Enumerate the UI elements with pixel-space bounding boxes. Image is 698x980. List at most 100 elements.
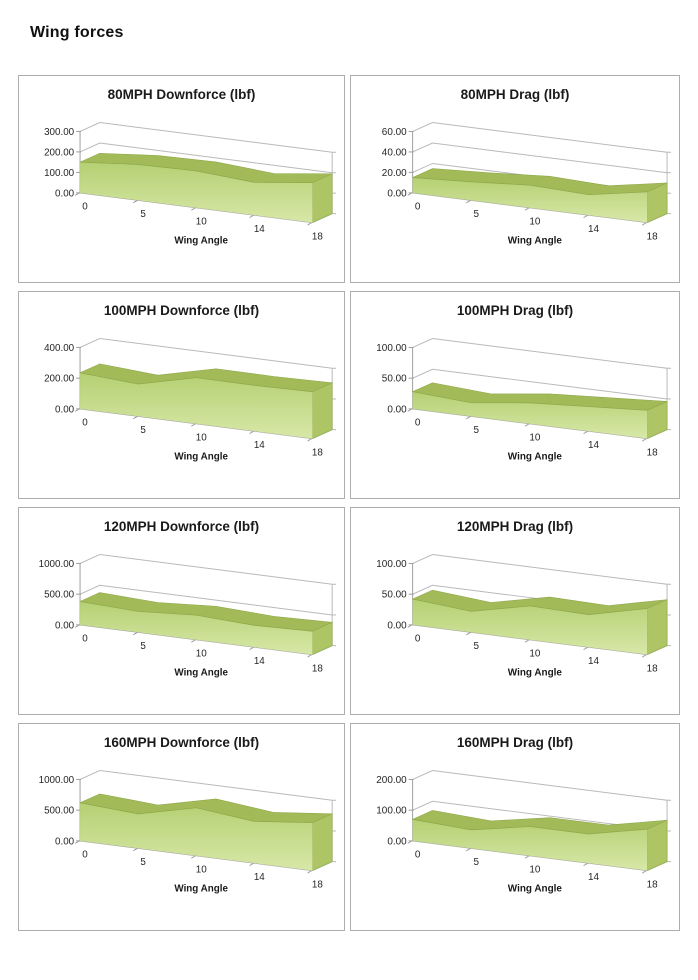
area-chart-canvas: 0.00 50.00 100.00 0 5 10 14 18 Wing Angle [376, 338, 672, 462]
svg-text:10: 10 [196, 865, 207, 876]
svg-text:5: 5 [140, 857, 146, 868]
svg-text:18: 18 [312, 447, 323, 458]
svg-text:1000.00: 1000.00 [39, 559, 75, 570]
area-chart-canvas: 0.00 100.00 200.00 300.00 0 5 10 14 18 Wing Angle [44, 122, 337, 246]
svg-text:5: 5 [473, 209, 479, 220]
chart-100mph-drag: 100MPH Drag (lbf) 0.00 50.00 100.00 0 5 10 14 1… [350, 291, 680, 499]
svg-text:300.00: 300.00 [44, 127, 75, 138]
svg-text:500.00: 500.00 [44, 806, 75, 817]
svg-text:5: 5 [473, 641, 479, 652]
svg-text:0: 0 [82, 202, 88, 213]
svg-text:50.00: 50.00 [382, 374, 407, 385]
svg-text:Wing Angle: Wing Angle [508, 883, 563, 894]
svg-text:14: 14 [588, 224, 600, 235]
svg-text:0.00: 0.00 [387, 836, 407, 847]
chart-100mph-downforce: 100MPH Downforce (lbf) 0.00 200.00 400.00 0… [18, 291, 345, 499]
svg-text:18: 18 [647, 447, 659, 458]
svg-text:0: 0 [82, 850, 88, 861]
chart-160mph-downforce: 160MPH Downforce (lbf) 0.00 500.00 1000.00… [18, 723, 345, 931]
svg-text:5: 5 [140, 425, 146, 436]
svg-text:10: 10 [196, 649, 207, 660]
svg-text:500.00: 500.00 [44, 590, 75, 601]
chart-80mph-drag: 80MPH Drag (lbf) 0.00 20.00 40.00 60.00 0 5 10… [350, 75, 680, 283]
area-chart-canvas: 0.00 200.00 400.00 0 5 10 14 18 Wing Angle [44, 338, 337, 462]
svg-text:0: 0 [415, 202, 421, 213]
svg-text:100.00: 100.00 [376, 806, 407, 817]
svg-text:10: 10 [529, 433, 541, 444]
svg-text:100.00: 100.00 [376, 559, 407, 570]
svg-text:Wing Angle: Wing Angle [174, 235, 228, 246]
svg-text:14: 14 [588, 656, 600, 667]
svg-text:Wing Angle: Wing Angle [508, 667, 563, 678]
svg-text:0.00: 0.00 [55, 404, 75, 415]
area-chart-canvas: 0.00 500.00 1000.00 0 5 10 14 18 Wing Angle [39, 770, 337, 894]
svg-text:5: 5 [140, 209, 146, 220]
svg-text:14: 14 [254, 440, 265, 451]
svg-text:18: 18 [647, 663, 659, 674]
svg-text:50.00: 50.00 [382, 590, 407, 601]
svg-text:0.00: 0.00 [55, 836, 75, 847]
svg-text:400.00: 400.00 [44, 343, 75, 354]
svg-text:5: 5 [473, 857, 479, 868]
svg-text:60.00: 60.00 [382, 127, 407, 138]
chart-160mph-drag: 160MPH Drag (lbf) 0.00 100.00 200.00 0 5 10 14… [350, 723, 680, 931]
svg-text:0: 0 [415, 850, 421, 861]
svg-text:14: 14 [254, 224, 265, 235]
svg-text:18: 18 [647, 231, 659, 242]
svg-text:0.00: 0.00 [387, 188, 407, 199]
chart-120mph-downforce: 120MPH Downforce (lbf) 0.00 500.00 1000.00… [18, 507, 345, 715]
svg-text:10: 10 [529, 865, 541, 876]
chart-title: 100MPH Drag (lbf) [456, 303, 574, 318]
area-chart-canvas: 0.00 20.00 40.00 60.00 0 5 10 14 18 Wing Angle [382, 122, 672, 246]
svg-text:200.00: 200.00 [44, 147, 75, 158]
svg-text:0.00: 0.00 [55, 620, 75, 631]
svg-text:0.00: 0.00 [55, 188, 75, 199]
svg-text:10: 10 [196, 433, 207, 444]
chart-title: 160MPH Drag (lbf) [456, 735, 574, 750]
area-chart-canvas: 0.00 500.00 1000.00 0 5 10 14 18 Wing Angle [39, 554, 337, 678]
svg-text:0: 0 [415, 634, 421, 645]
svg-text:Wing Angle: Wing Angle [508, 451, 563, 462]
svg-text:14: 14 [254, 656, 265, 667]
svg-text:10: 10 [529, 217, 541, 228]
svg-text:40.00: 40.00 [382, 147, 407, 158]
svg-text:0: 0 [415, 418, 421, 429]
chart-80mph-downforce: 80MPH Downforce (lbf) 0.00 100.00 200.00 30… [18, 75, 345, 283]
svg-text:0: 0 [82, 634, 88, 645]
svg-text:18: 18 [312, 231, 323, 242]
svg-text:200.00: 200.00 [376, 775, 407, 786]
svg-text:Wing Angle: Wing Angle [174, 667, 228, 678]
svg-text:0.00: 0.00 [387, 404, 407, 415]
svg-text:14: 14 [254, 872, 265, 883]
svg-text:18: 18 [312, 879, 323, 890]
charts-grid: 80MPH Downforce (lbf) 0.00 100.00 200.00 30… [18, 75, 680, 931]
chart-title: 120MPH Drag (lbf) [456, 519, 574, 534]
svg-text:100.00: 100.00 [376, 343, 407, 354]
svg-text:14: 14 [588, 440, 600, 451]
svg-text:1000.00: 1000.00 [39, 775, 75, 786]
svg-text:18: 18 [312, 663, 323, 674]
svg-text:Wing Angle: Wing Angle [174, 883, 228, 894]
svg-text:10: 10 [196, 217, 207, 228]
area-chart-canvas: 0.00 50.00 100.00 0 5 10 14 18 Wing Angle [376, 554, 672, 678]
chart-120mph-drag: 120MPH Drag (lbf) 0.00 50.00 100.00 0 5 10 14 1… [350, 507, 680, 715]
page-title: Wing forces [30, 24, 124, 41]
chart-title: 160MPH Downforce (lbf) [103, 735, 260, 750]
svg-text:0: 0 [82, 418, 88, 429]
svg-text:Wing Angle: Wing Angle [174, 451, 228, 462]
chart-title: 100MPH Downforce (lbf) [103, 303, 260, 318]
chart-title: 80MPH Downforce (lbf) [107, 87, 256, 102]
svg-text:200.00: 200.00 [44, 374, 75, 385]
svg-text:18: 18 [647, 879, 659, 890]
chart-title: 80MPH Drag (lbf) [460, 87, 570, 102]
svg-text:100.00: 100.00 [44, 168, 75, 179]
svg-text:Wing Angle: Wing Angle [508, 235, 563, 246]
svg-text:14: 14 [588, 872, 600, 883]
svg-text:20.00: 20.00 [382, 168, 407, 179]
svg-text:5: 5 [140, 641, 146, 652]
chart-title: 120MPH Downforce (lbf) [103, 519, 260, 534]
svg-text:5: 5 [473, 425, 479, 436]
area-chart-canvas: 0.00 100.00 200.00 0 5 10 14 18 Wing Angle [376, 770, 672, 894]
svg-text:10: 10 [529, 649, 541, 660]
